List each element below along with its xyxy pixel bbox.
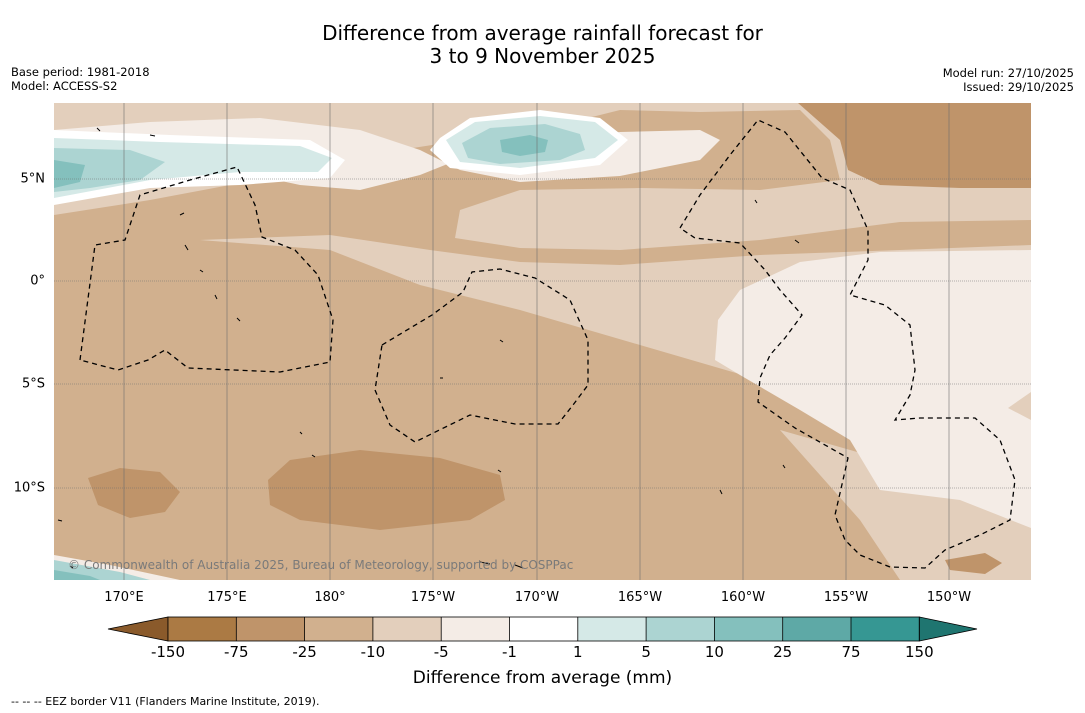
colorbar-tick-label: 75 — [841, 643, 861, 661]
colorbar-tick-label: -10 — [360, 643, 386, 661]
island-12 — [299, 431, 303, 435]
colorbar-tick-label: -150 — [150, 643, 186, 661]
lon-label-180: 180° — [314, 590, 346, 605]
lon-label-165w: 165°W — [617, 590, 663, 605]
island-4 — [184, 244, 189, 251]
colorbar-tick-label: -25 — [292, 643, 317, 661]
colorbar-band-3 — [304, 617, 373, 641]
colorbar-band-4 — [372, 617, 442, 641]
band-75-25-left — [88, 468, 180, 518]
colorbar-tick-label: -75 — [224, 643, 249, 661]
lat-label-0: 0° — [30, 273, 45, 289]
title-line-1: Difference from average rainfall forecas… — [322, 21, 763, 45]
colorbar-outline — [167, 616, 920, 642]
island-2 — [96, 127, 101, 132]
meta-right: Model run: 27/10/2025 Issued: 29/10/2025 — [943, 66, 1074, 94]
island-13 — [311, 454, 316, 458]
colorbar-band-11 — [851, 617, 920, 641]
map-title: Difference from average rainfall forecas… — [0, 22, 1085, 68]
island-6 — [214, 294, 218, 300]
island-5 — [199, 269, 204, 273]
band-75-25-small-right — [945, 553, 1002, 574]
island-7 — [236, 317, 241, 322]
band5-10-left — [54, 148, 165, 192]
lon-label-170w: 170°W — [514, 590, 560, 605]
band10-25-left — [54, 160, 85, 188]
eez-line-islands — [679, 119, 1016, 569]
colorbar-max-arrow — [918, 616, 978, 642]
colorbar-tick-label: 10 — [704, 643, 724, 661]
eez-tokelau-samoa — [374, 268, 589, 443]
lon-label-155w: 155°W — [823, 590, 869, 605]
band-75-25-top-right — [798, 103, 1031, 188]
issued-date: Issued: 29/10/2025 — [963, 80, 1074, 94]
colorbar-band-1 — [168, 617, 237, 641]
band10-25-southwest — [54, 570, 100, 580]
band-75-25-center — [268, 450, 505, 530]
colorbar-tick-label: -1 — [502, 643, 517, 661]
island-3 — [179, 212, 185, 216]
colorbar-band-6 — [509, 617, 578, 641]
colorbar-title: Difference from average (mm) — [412, 668, 673, 688]
island-14 — [497, 469, 502, 473]
island-15 — [719, 489, 723, 495]
island-8 — [754, 199, 758, 204]
island-19 — [514, 564, 524, 569]
colorbar-band-7 — [577, 617, 647, 641]
lon-label-170e: 170°E — [104, 590, 144, 605]
meta-left: Base period: 1981-2018 Model: ACCESS-S2 — [11, 65, 150, 93]
lat-label-10s: 10°S — [13, 480, 45, 496]
lon-label-150w: 150°W — [926, 590, 972, 605]
eez-footnote: -- -- -- EEZ border V11 (Flanders Marine… — [11, 695, 320, 708]
lon-label-160w: 160°W — [720, 590, 766, 605]
island-17 — [57, 519, 63, 522]
lat-label-5s: 5°S — [21, 376, 45, 392]
colorbar-band-9 — [714, 617, 783, 641]
lon-label-175e: 175°E — [207, 590, 247, 605]
eez-borders — [79, 119, 1016, 569]
lat-label-5n: 5°N — [20, 171, 46, 187]
colorbar-min-arrow — [107, 616, 169, 642]
map-field — [54, 103, 1031, 580]
colorbar-tick-label: 25 — [773, 643, 793, 661]
base-period: Base period: 1981-2018 — [11, 65, 150, 79]
colorbar-tick-label: 5 — [641, 643, 651, 661]
island-20 — [69, 565, 74, 569]
colorbar-tick-label: -5 — [433, 643, 449, 661]
colorbar — [107, 616, 978, 642]
colorbar-band-5 — [441, 617, 510, 641]
island-18 — [479, 561, 491, 565]
island-16 — [782, 464, 786, 469]
colorbar-band-2 — [236, 617, 305, 641]
model-name: Model: ACCESS-S2 — [11, 79, 118, 93]
title-line-2: 3 to 9 November 2025 — [429, 44, 656, 68]
colorbar-tick-label: 150 — [904, 643, 934, 661]
island-9 — [794, 239, 800, 244]
band10-25-center — [500, 135, 548, 156]
island-1 — [149, 134, 156, 137]
gridlines — [54, 103, 1031, 580]
copyright-notice: © Commonwealth of Australia 2025, Bureau… — [68, 558, 574, 572]
colorbar-band-10 — [782, 617, 851, 641]
lon-label-175w: 175°W — [410, 590, 456, 605]
eez-tuvalu — [79, 166, 334, 373]
colorbar-band-8 — [646, 617, 715, 641]
colorbar-tick-label: 1 — [573, 643, 583, 661]
island-10 — [499, 339, 504, 343]
islands — [57, 127, 800, 569]
model-run: Model run: 27/10/2025 — [942, 66, 1074, 80]
band-5-1-east — [715, 250, 1031, 528]
